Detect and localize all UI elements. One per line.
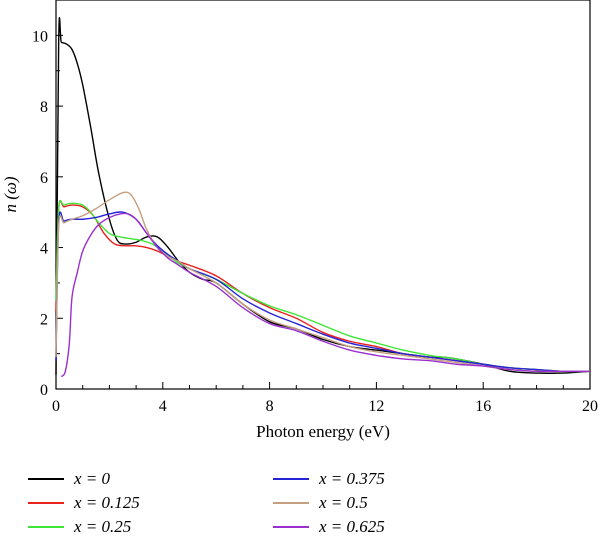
y-axis-title: n (ω) [1,176,20,212]
legend-item: x = 0.125 [28,492,140,514]
x-tick-label: 0 [52,398,60,415]
legend-label: x = 0.375 [319,469,385,488]
legend-swatch [28,478,64,480]
y-tick-label: 2 [40,311,48,328]
series-line-1 [55,199,591,373]
x-axis-title: Photon energy (eV) [256,422,390,441]
legend-swatch [273,526,309,528]
legend-item: x = 0.25 [28,516,131,538]
legend-label: x = 0.125 [74,493,140,512]
x-tick-label: 16 [475,398,491,415]
y-tick-label: 6 [40,170,48,187]
series-line-5 [60,212,590,378]
x-tick-label: 8 [266,398,274,415]
series-line-4 [55,191,590,373]
axis-ticks: 0 4 8 12 16 20 0 2 4 6 8 10 [32,0,598,415]
series-line-2 [55,200,591,373]
y-tick-label: 8 [40,99,48,116]
x-tick-label: 4 [159,398,167,415]
series-layer [55,17,591,378]
legend-item: x = 0.375 [273,468,385,490]
legend-label: x = 0.625 [319,517,385,536]
y-tick-label: 10 [32,28,48,45]
plot-area-frame [55,0,591,390]
y-tick-label: 0 [40,382,48,399]
legend-swatch [28,526,64,528]
legend-item: x = 0 [28,468,110,490]
legend: x = 0 x = 0.125 x = 0.25 x = 0.375 x = 0.5 x … [28,468,588,538]
series-line-3 [55,211,591,373]
legend-item: x = 0.5 [273,492,368,514]
legend-item: x = 0.625 [273,516,385,538]
series-line-0 [55,17,591,375]
legend-label: x = 0.5 [319,493,368,512]
legend-swatch [273,478,309,480]
legend-label: x = 0.25 [74,517,132,536]
x-tick-label: 12 [368,398,384,415]
legend-swatch [273,502,309,504]
x-tick-label: 20 [582,398,598,415]
legend-swatch [28,502,64,504]
y-tick-label: 4 [40,241,48,258]
legend-label: x = 0 [74,469,111,488]
